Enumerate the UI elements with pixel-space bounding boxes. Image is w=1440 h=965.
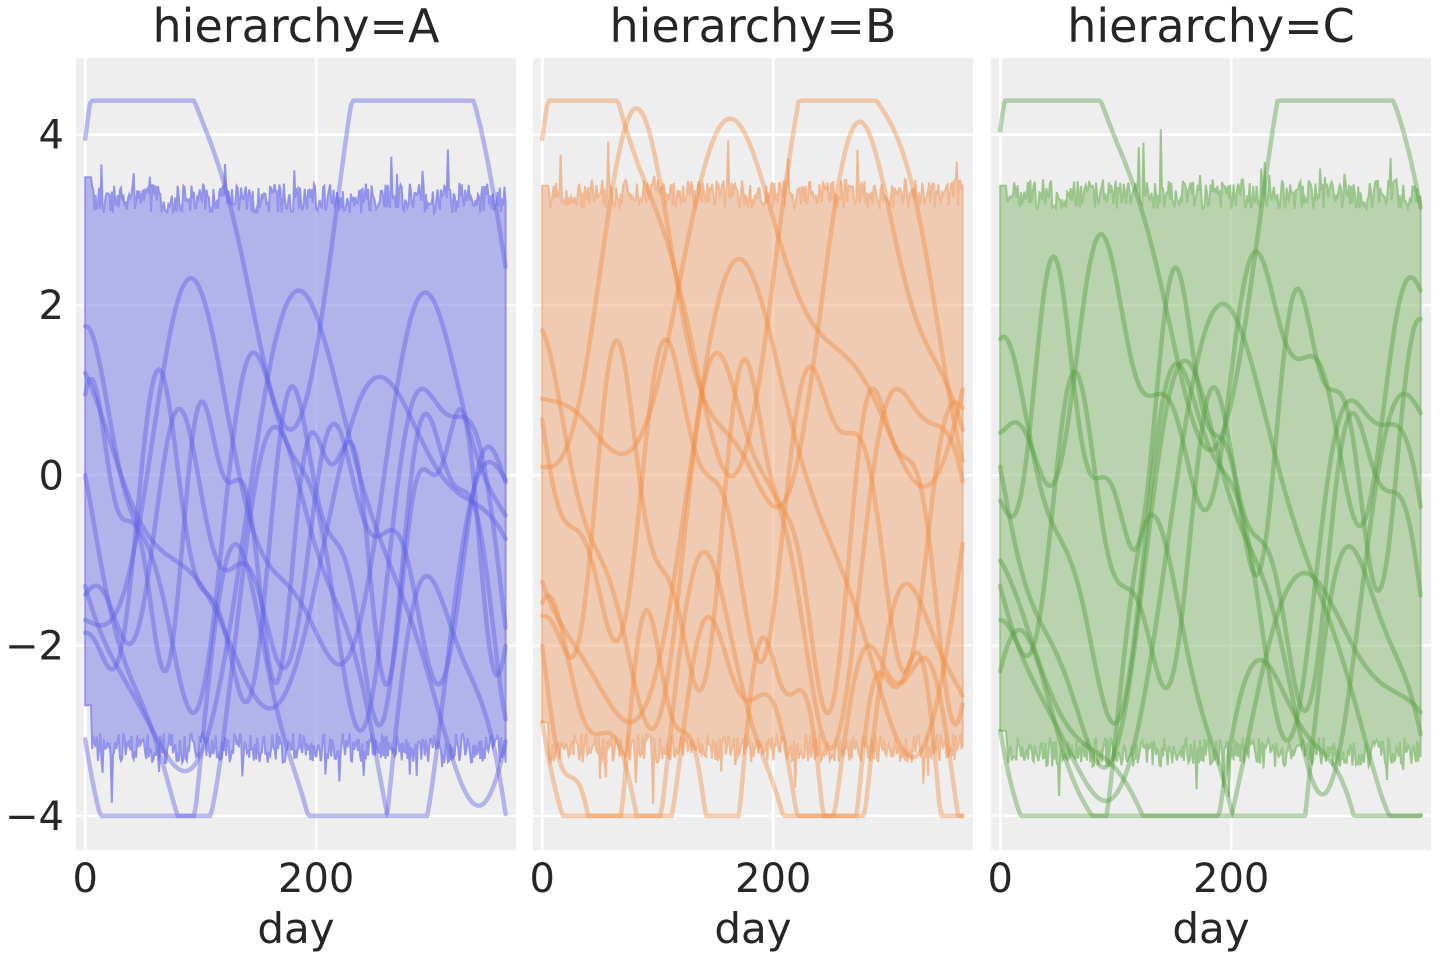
y-tick-label: 2 <box>39 283 64 329</box>
x-tick-label: 200 <box>735 856 811 902</box>
sample-curve-9 <box>539 116 965 489</box>
x-tick-label: 200 <box>1193 856 1269 902</box>
sample-curve-3 <box>997 358 1423 797</box>
sample-curve-7 <box>539 106 965 510</box>
panel-title: hierarchy=C <box>1067 0 1355 53</box>
sample-curve-10 <box>82 370 508 711</box>
y-tick-label: 4 <box>39 113 64 159</box>
sample-curve-1 <box>82 98 508 432</box>
sample-curve-6 <box>539 549 965 819</box>
sample-curve-5 <box>82 367 508 728</box>
x-axis-label: day <box>1172 904 1249 953</box>
y-tick-label: −2 <box>5 624 64 670</box>
x-axis-label: day <box>257 904 334 953</box>
x-axis-label: day <box>714 904 791 953</box>
sample-curve-10 <box>997 558 1423 819</box>
sample-curve-2 <box>82 324 508 733</box>
x-tick-label: 0 <box>988 856 1013 902</box>
sample-curve-1 <box>997 98 1423 453</box>
panel-title: hierarchy=A <box>153 0 440 53</box>
hdi-band <box>84 149 507 803</box>
sample-curve-9 <box>997 232 1423 529</box>
panel-title: hierarchy=B <box>609 0 896 53</box>
sample-curve-8 <box>997 627 1423 819</box>
y-tick-label: 0 <box>39 453 64 499</box>
sample-curve-6 <box>82 376 508 687</box>
sample-curve-7 <box>997 254 1423 593</box>
hdi-band <box>999 129 1422 797</box>
x-tick-label: 200 <box>278 856 354 902</box>
sample-curve-6 <box>997 512 1423 819</box>
sample-curve-1 <box>539 98 965 479</box>
sample-curve-8 <box>82 541 508 819</box>
sample-curve-3 <box>82 424 508 819</box>
sample-curve-5 <box>539 338 965 727</box>
sample-curve-8 <box>539 593 965 819</box>
sample-curve-4 <box>82 288 508 808</box>
sample-curve-2 <box>997 334 1423 743</box>
sample-curve-10 <box>539 607 965 819</box>
y-tick-label: −4 <box>5 794 64 840</box>
hdi-band <box>541 140 964 804</box>
sample-curve-7 <box>82 275 508 667</box>
sample-curve-4 <box>997 301 1423 819</box>
x-tick-label: 0 <box>73 856 98 902</box>
sample-curve-4 <box>539 256 965 760</box>
sample-curve-2 <box>539 328 965 751</box>
sample-curve-3 <box>539 337 965 675</box>
x-tick-label: 0 <box>530 856 555 902</box>
sample-curve-5 <box>997 369 1423 714</box>
sample-curve-9 <box>82 406 508 687</box>
